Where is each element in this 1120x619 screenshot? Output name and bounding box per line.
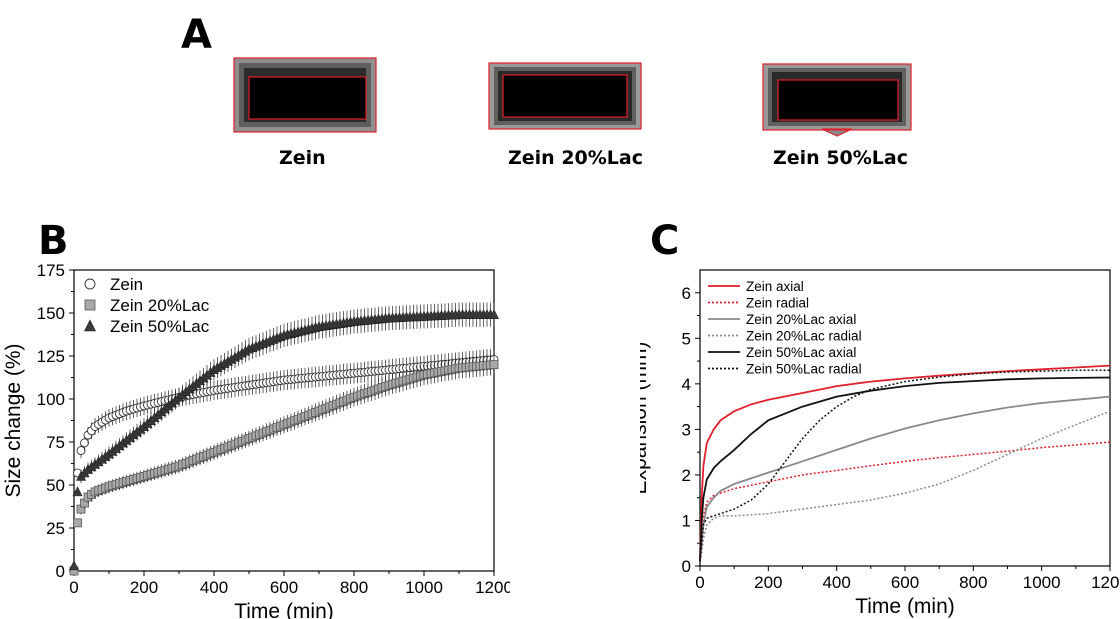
chart-c-ytick-label: 2 — [682, 466, 691, 485]
sample-zein-20lac-outer-outline — [488, 62, 642, 130]
chart-b-y-axis-label: Size change (%) — [2, 343, 25, 497]
chart-b-zein-point — [76, 446, 86, 456]
chart-b-ytick-label: 0 — [56, 562, 65, 581]
chart-b-xtick-label: 0 — [69, 578, 78, 597]
chart-c-legend-label-zein-50-lac-axial: Zein 50%Lac axial — [746, 345, 856, 360]
chart-c-xtick-label: 1200 — [1091, 573, 1120, 592]
chart-b-zein-50-lac-point — [489, 309, 499, 320]
chart-c-legend-label-zein-axial: Zein axial — [746, 279, 804, 294]
chart-c-legend-label-zein-20-lac-radial: Zein 20%Lac radial — [746, 329, 862, 344]
chart-b-ytick-label: 175 — [37, 261, 65, 280]
chart-c-series-zein-20-lac-axial — [699, 395, 1111, 562]
chart-b-legend-marker-zein-20-lac — [84, 299, 96, 311]
chart-c-ytick-label: 3 — [682, 420, 691, 439]
chart-b-ytick-label: 25 — [46, 519, 65, 538]
chart-c-legend-label-zein-radial: Zein radial — [746, 296, 809, 311]
chart-b-xtick-label: 600 — [270, 578, 298, 597]
chart-b-xtick-label: 1000 — [405, 578, 443, 597]
chart-b-ytick-label: 100 — [37, 390, 65, 409]
chart-b-legend-marker-zein — [84, 278, 96, 290]
chart-b-zein-50-lac-point — [72, 486, 83, 497]
chart-b-ytick-label: 50 — [46, 476, 65, 495]
sample-zein-core — [248, 76, 367, 120]
panel-a-label: A — [181, 12, 212, 58]
chart-c-ytick-label: 1 — [682, 511, 691, 530]
sample-caption-zein-20lac: Zein 20%Lac — [508, 147, 643, 169]
chart-c-xtick-label: 400 — [822, 573, 850, 592]
panel-b-label: B — [38, 218, 69, 264]
sample-caption-zein-50lac: Zein 50%Lac — [773, 147, 908, 169]
chart-c-xtick-label: 600 — [891, 573, 919, 592]
chart-c-ytick-label: 0 — [682, 557, 691, 576]
chart-c-ytick-label: 6 — [682, 284, 691, 303]
chart-c-legend-label-zein-20-lac-axial: Zein 20%Lac axial — [746, 312, 856, 327]
chart-c-series-zein-50-lac-radial — [699, 369, 1110, 562]
size-change-chart: 0 200 400 600 800 1000 1200 0 25 50 75 100 125 150 175… — [2, 261, 510, 619]
chart-c-xtick-label: 200 — [754, 573, 782, 592]
chart-b-legend-label-zein: Zein — [110, 275, 143, 294]
chart-b-zein-50-lac-point — [69, 560, 79, 571]
sample-zein-20lac-graphic — [488, 62, 642, 130]
sample-zein-20lac-core — [502, 74, 628, 118]
chart-c-series-zein-axial — [699, 364, 1111, 562]
chart-c-series-zein-50-lac-axial — [699, 376, 1111, 562]
chart-c-series-zein-radial — [699, 441, 1111, 562]
chart-b-ytick-label: 125 — [37, 347, 65, 366]
chart-b-zein-20-lac-point — [489, 360, 499, 369]
chart-b-xtick-label: 800 — [340, 578, 368, 597]
chart-b-ytick-label: 75 — [46, 433, 65, 452]
sample-zein-50lac-outer-outline — [762, 63, 912, 131]
chart-b-xtick-label: 400 — [200, 578, 228, 597]
sample-image-zein-20lac — [488, 62, 642, 130]
chart-c-xtick-label: 0 — [695, 573, 704, 592]
chart-b-legend-marker-zein-50-lac — [84, 319, 96, 332]
chart-c-series-zein-20-lac-radial — [699, 410, 1111, 562]
chart-c-ytick-label: 4 — [682, 375, 691, 394]
sample-zein-50lac-bulge — [821, 128, 853, 137]
sample-image-zein — [233, 57, 377, 133]
sample-image-zein-50lac — [762, 63, 912, 137]
sample-zein-50lac-graphic — [762, 63, 912, 137]
panel-c-label: C — [650, 218, 680, 264]
sample-zein-graphic — [233, 57, 377, 133]
chart-b-x-axis-label: Time (min) — [234, 600, 334, 619]
chart-b-xtick-label: 1200 — [475, 578, 510, 597]
chart-b-zein-20-lac-point — [73, 518, 82, 528]
chart-c-legend-label-zein-50-lac-radial: Zein 50%Lac radial — [746, 362, 862, 377]
chart-b-xtick-label: 200 — [130, 578, 158, 597]
chart-c-xtick-label: 800 — [959, 573, 987, 592]
chart-c-y-axis-label: Expansion (mm) — [640, 342, 651, 495]
chart-c-ytick-label: 5 — [682, 329, 691, 348]
sample-zein-50lac-core — [777, 79, 899, 121]
chart-b-zein-point — [80, 438, 89, 448]
chart-b-legend-label-zein-50-lac: Zein 50%Lac — [110, 317, 210, 336]
chart-b-ytick-label: 150 — [37, 304, 65, 323]
chart-c-x-axis-label: Time (min) — [855, 595, 955, 618]
sample-zein-outer-outline — [233, 57, 377, 133]
chart-c-xtick-label: 1000 — [1023, 573, 1061, 592]
chart-b-legend-label-zein-20-lac: Zein 20%Lac — [110, 296, 210, 315]
sample-caption-zein: Zein — [279, 147, 326, 169]
expansion-chart: 0 200 400 600 800 1000 1200 0 1 2 3 4 5 6 Time (min) Ex… — [640, 269, 1120, 618]
